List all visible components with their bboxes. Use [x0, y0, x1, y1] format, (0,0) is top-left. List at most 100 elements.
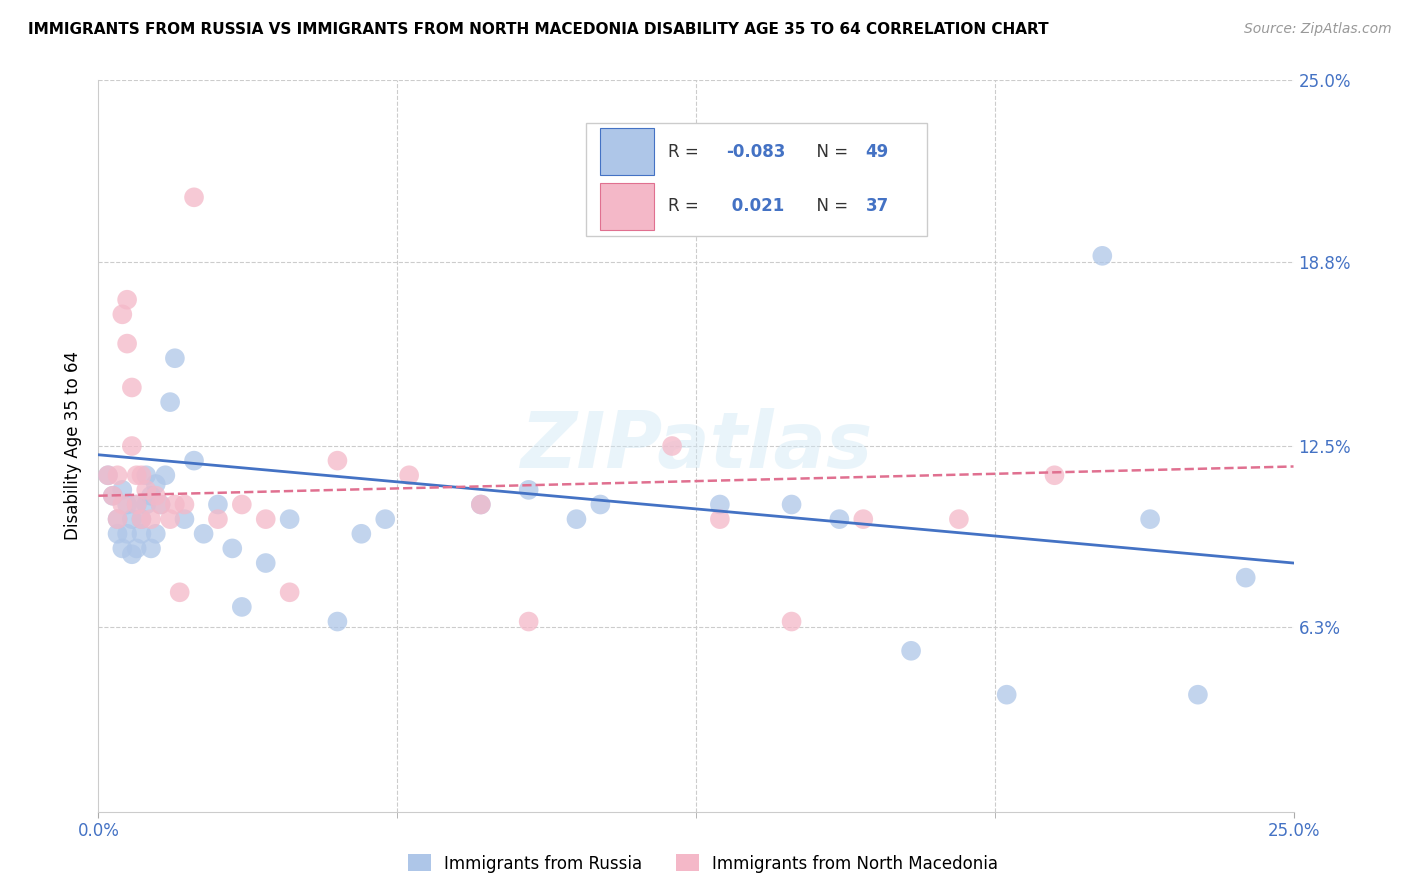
Point	[183, 453, 205, 467]
Point	[173, 512, 195, 526]
Point	[149, 498, 172, 512]
Text: IMMIGRANTS FROM RUSSIA VS IMMIGRANTS FROM NORTH MACEDONIA DISABILITY AGE 35 TO 6: IMMIGRANTS FROM RUSSIA VS IMMIGRANTS FRO…	[28, 22, 1049, 37]
Point	[780, 615, 803, 629]
Point	[470, 498, 492, 512]
Point	[107, 512, 129, 526]
Bar	[600, 128, 654, 176]
Point	[111, 541, 134, 556]
Legend: Immigrants from Russia, Immigrants from North Macedonia: Immigrants from Russia, Immigrants from …	[401, 847, 1005, 880]
Point	[589, 498, 612, 512]
Point	[131, 526, 153, 541]
Point	[145, 489, 167, 503]
Bar	[600, 183, 654, 230]
Point	[995, 688, 1018, 702]
Point	[780, 498, 803, 512]
Point	[163, 351, 186, 366]
Point	[97, 468, 120, 483]
Point	[121, 439, 143, 453]
Point	[115, 526, 138, 541]
Point	[115, 498, 138, 512]
Point	[131, 512, 153, 526]
Point	[101, 489, 124, 503]
Text: R =: R =	[668, 197, 704, 216]
Point	[107, 512, 129, 526]
Point	[183, 190, 205, 204]
Text: 37: 37	[866, 197, 889, 216]
Point	[350, 526, 373, 541]
Point	[155, 468, 177, 483]
Point	[231, 498, 253, 512]
Point	[125, 541, 148, 556]
Point	[111, 498, 134, 512]
Point	[139, 541, 162, 556]
Point	[948, 512, 970, 526]
Point	[159, 395, 181, 409]
Text: 49: 49	[866, 143, 889, 161]
Point	[565, 512, 588, 526]
Text: N =: N =	[806, 143, 853, 161]
Point	[709, 498, 731, 512]
Point	[828, 512, 851, 526]
Text: -0.083: -0.083	[725, 143, 785, 161]
Point	[121, 512, 143, 526]
Text: N =: N =	[806, 197, 853, 216]
Point	[278, 585, 301, 599]
Point	[131, 468, 153, 483]
Point	[231, 599, 253, 614]
Text: 0.021: 0.021	[725, 197, 785, 216]
Point	[517, 483, 540, 497]
Point	[111, 307, 134, 321]
Point	[115, 293, 138, 307]
Point	[852, 512, 875, 526]
Point	[326, 615, 349, 629]
Y-axis label: Disability Age 35 to 64: Disability Age 35 to 64	[65, 351, 83, 541]
Point	[145, 526, 167, 541]
Point	[125, 498, 148, 512]
Point	[661, 190, 683, 204]
Point	[173, 498, 195, 512]
Point	[1234, 571, 1257, 585]
Point	[115, 336, 138, 351]
Point	[135, 498, 157, 512]
Text: R =: R =	[668, 143, 704, 161]
Point	[326, 453, 349, 467]
Point	[1043, 468, 1066, 483]
Point	[135, 483, 157, 497]
Point	[139, 489, 162, 503]
Point	[97, 468, 120, 483]
Point	[149, 498, 172, 512]
Point	[254, 512, 277, 526]
Text: Source: ZipAtlas.com: Source: ZipAtlas.com	[1244, 22, 1392, 37]
Point	[145, 477, 167, 491]
Point	[101, 489, 124, 503]
Point	[661, 439, 683, 453]
Point	[1187, 688, 1209, 702]
Point	[193, 526, 215, 541]
Point	[517, 615, 540, 629]
Point	[207, 498, 229, 512]
Point	[163, 498, 186, 512]
Point	[709, 512, 731, 526]
Point	[107, 468, 129, 483]
Point	[900, 644, 922, 658]
Point	[135, 468, 157, 483]
Text: ZIPatlas: ZIPatlas	[520, 408, 872, 484]
Point	[107, 526, 129, 541]
Point	[169, 585, 191, 599]
Point	[131, 512, 153, 526]
Point	[398, 468, 420, 483]
Point	[470, 498, 492, 512]
Point	[207, 512, 229, 526]
Point	[1139, 512, 1161, 526]
Point	[125, 468, 148, 483]
Point	[1091, 249, 1114, 263]
Point	[159, 512, 181, 526]
Point	[254, 556, 277, 570]
Point	[111, 483, 134, 497]
Point	[221, 541, 243, 556]
Point	[374, 512, 396, 526]
Point	[121, 547, 143, 561]
FancyBboxPatch shape	[586, 123, 927, 236]
Point	[125, 498, 148, 512]
Point	[278, 512, 301, 526]
